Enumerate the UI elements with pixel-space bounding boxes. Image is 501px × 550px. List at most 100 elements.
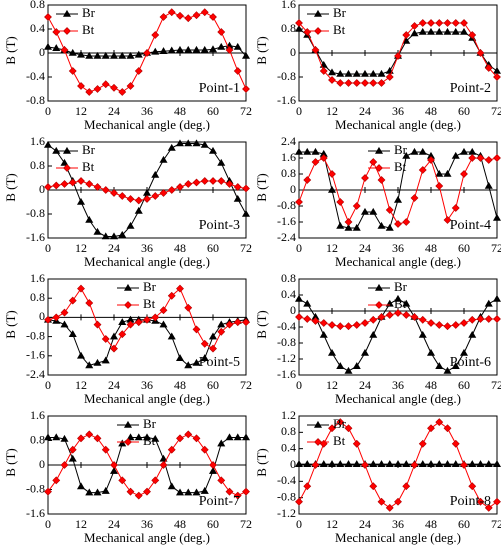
y-tick-label: 0.8 (30, 290, 45, 304)
data-point (43, 42, 53, 50)
data-point (435, 460, 444, 467)
y-tick-label: -0.4 (26, 69, 45, 83)
data-point (369, 158, 378, 166)
x-axis-label: Mechanical angle (deg.) (84, 530, 210, 545)
data-point (167, 186, 176, 194)
data-point (319, 67, 328, 75)
y-tick-label: -0.8 (277, 489, 296, 503)
data-point (52, 28, 61, 36)
data-point (369, 315, 378, 324)
x-tick-label: 12 (75, 378, 87, 392)
data-point (476, 497, 485, 506)
y-tick-label: -1.6 (277, 93, 296, 107)
x-axis-label: Mechanical angle (deg.) (335, 117, 461, 132)
x-tick-label: 0 (45, 104, 51, 118)
x-tick-label: 0 (296, 104, 302, 118)
data-point (60, 434, 69, 442)
y-tick-label: -0.8 (26, 206, 45, 220)
legend-label: Bt (333, 433, 346, 448)
x-tick-label: 12 (75, 241, 87, 255)
data-point (151, 192, 160, 200)
data-point (184, 430, 193, 439)
point-annotation: Point-5 (199, 355, 240, 370)
data-point (394, 497, 402, 506)
x-tick-label: 0 (45, 378, 51, 392)
data-point (143, 49, 151, 57)
x-tick-label: 72 (491, 378, 501, 392)
data-point (344, 366, 353, 374)
data-point (175, 139, 185, 147)
y-tick-label: -1.6 (277, 367, 296, 381)
data-point (167, 332, 176, 340)
x-tick-label: 0 (296, 378, 302, 392)
legend-label: Br (82, 142, 96, 157)
data-point (352, 202, 361, 210)
data-point (217, 42, 226, 50)
point-annotation: Point-8 (450, 494, 491, 509)
data-point (369, 482, 378, 491)
data-point (435, 169, 444, 177)
y-tick-label: 0 (290, 45, 296, 59)
data-point (118, 330, 127, 339)
legend-marker (123, 420, 133, 428)
x-tick-label: 0 (45, 241, 51, 255)
x-tick-label: 72 (491, 517, 501, 531)
y-tick-label: 0.8 (281, 166, 296, 180)
data-point (311, 147, 320, 155)
data-point (77, 434, 85, 443)
data-point (393, 294, 403, 302)
data-point (184, 139, 193, 147)
y-tick-label: 0 (39, 457, 45, 471)
x-axis-label: Mechanical angle (deg.) (84, 254, 210, 269)
data-point (451, 204, 460, 212)
data-point (394, 220, 402, 228)
x-tick-label: 72 (240, 104, 252, 118)
data-point (134, 206, 143, 214)
data-point (233, 491, 242, 500)
data-point (93, 434, 102, 443)
data-point (402, 311, 411, 319)
data-point (336, 460, 345, 467)
data-point (167, 8, 176, 17)
data-point (217, 327, 226, 336)
data-point (418, 330, 427, 338)
x-tick-label: 36 (141, 241, 153, 255)
data-point (68, 454, 77, 462)
data-point (303, 147, 312, 155)
x-tick-label: 48 (425, 241, 437, 255)
data-point (493, 315, 501, 323)
x-tick-label: 48 (174, 104, 186, 118)
data-point (52, 313, 61, 322)
data-point (76, 351, 86, 359)
data-point (241, 209, 251, 217)
data-point (493, 497, 501, 506)
data-point (377, 79, 386, 87)
data-point (294, 460, 304, 467)
data-point (451, 460, 460, 467)
chart-panel: -1.6 -0.8 0 0.8 1.6 0 12 24 36 48 60 72 Mechanical a… (3, 408, 252, 545)
data-point (459, 348, 469, 356)
y-tick-label: 1.6 (30, 271, 45, 285)
plot-frame (47, 278, 247, 376)
data-point (217, 320, 226, 328)
data-point (60, 461, 69, 469)
data-point (369, 460, 378, 467)
point-annotation: Point-3 (199, 218, 240, 233)
data-point (377, 221, 386, 229)
data-point (435, 418, 444, 427)
data-point (361, 174, 369, 182)
data-point (476, 154, 485, 162)
data-point (295, 313, 303, 321)
y-tick-label: -1.2 (277, 351, 296, 365)
chart-panel: -2.4 -1.6 -0.8 0 0.8 1.6 2.4 0 12 24 36 48 60 72 Mecha… (254, 134, 501, 269)
data-point (369, 330, 378, 338)
data-point (93, 183, 102, 191)
x-tick-label: 36 (392, 378, 404, 392)
data-point (319, 154, 328, 162)
data-point (468, 330, 477, 338)
x-tick-label: 24 (108, 104, 120, 118)
data-point (451, 439, 460, 448)
data-point (294, 294, 304, 302)
data-point (377, 460, 386, 467)
